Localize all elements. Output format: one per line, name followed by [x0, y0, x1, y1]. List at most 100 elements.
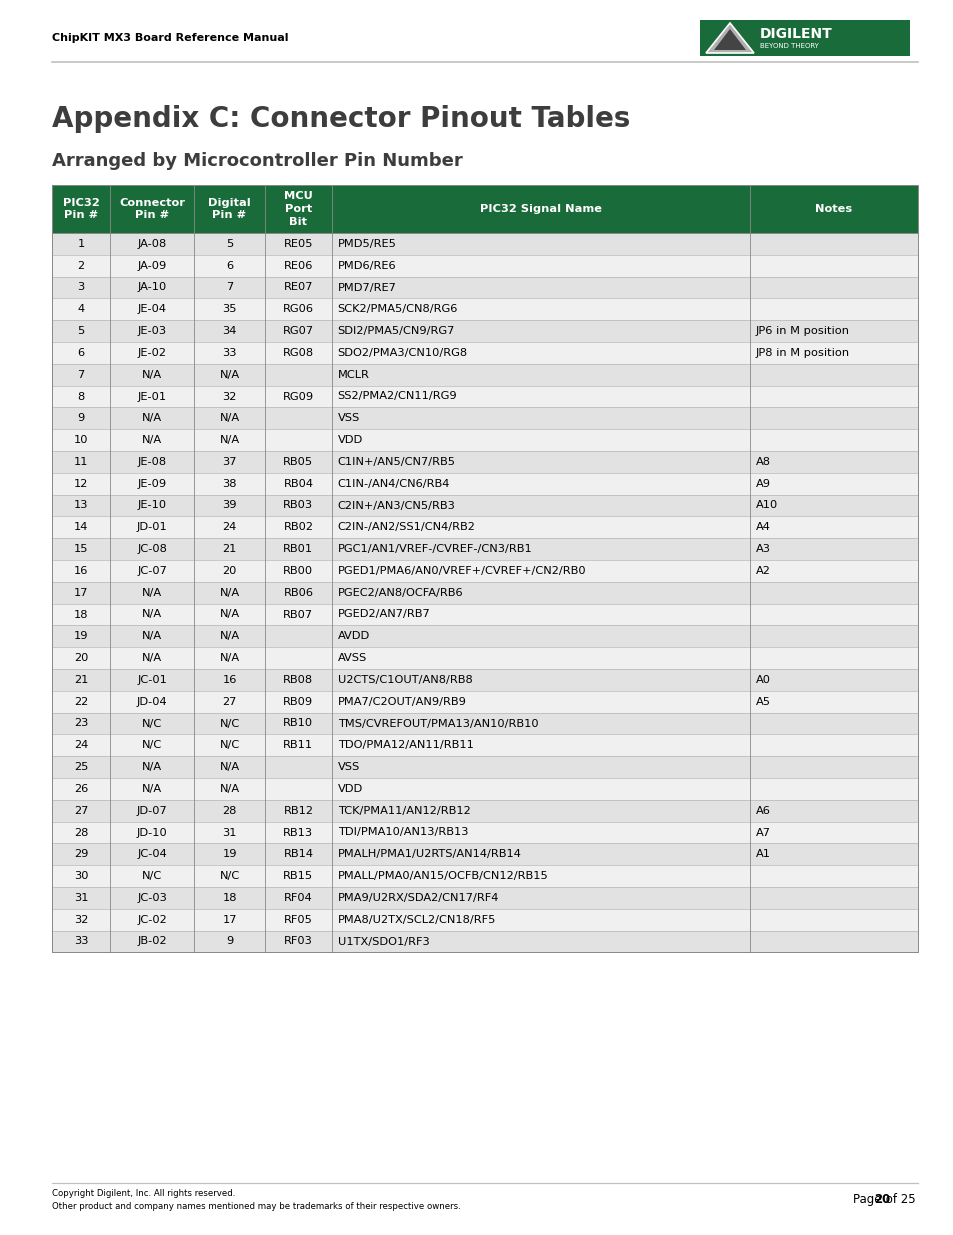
Text: 38: 38: [222, 479, 236, 489]
Text: RE07: RE07: [283, 283, 313, 293]
Text: RB10: RB10: [283, 719, 314, 729]
Text: A4: A4: [755, 522, 770, 532]
Bar: [700, 20, 909, 56]
Text: 16: 16: [73, 566, 88, 576]
Text: Digital
Pin #: Digital Pin #: [208, 198, 251, 220]
Text: PGED1/PMA6/AN0/VREF+/CVREF+/CN2/RB0: PGED1/PMA6/AN0/VREF+/CVREF+/CN2/RB0: [337, 566, 586, 576]
Text: RF05: RF05: [284, 915, 313, 925]
Text: 28: 28: [73, 827, 88, 837]
Text: N/A: N/A: [142, 784, 162, 794]
Text: 11: 11: [73, 457, 89, 467]
Text: 20: 20: [73, 653, 88, 663]
Text: N/A: N/A: [142, 610, 162, 620]
Text: 20: 20: [873, 1193, 889, 1207]
Text: PMD7/RE7: PMD7/RE7: [337, 283, 396, 293]
Bar: [52, 473, 917, 494]
Text: TDO/PMA12/AN11/RB11: TDO/PMA12/AN11/RB11: [337, 740, 473, 751]
Text: JA-10: JA-10: [137, 283, 167, 293]
Text: 19: 19: [222, 850, 236, 860]
Text: RG07: RG07: [282, 326, 314, 336]
Text: N/A: N/A: [142, 414, 162, 424]
Text: PIC32
Pin #: PIC32 Pin #: [63, 198, 99, 220]
Text: 21: 21: [222, 545, 236, 555]
Text: RB05: RB05: [283, 457, 314, 467]
Text: PMALH/PMA1/U2RTS/AN14/RB14: PMALH/PMA1/U2RTS/AN14/RB14: [337, 850, 521, 860]
Text: JE-03: JE-03: [137, 326, 167, 336]
Text: 9: 9: [226, 936, 233, 946]
Text: PMD5/RE5: PMD5/RE5: [337, 238, 396, 249]
Bar: [52, 931, 917, 952]
Text: PMALL/PMA0/AN15/OCFB/CN12/RB15: PMALL/PMA0/AN15/OCFB/CN12/RB15: [337, 871, 548, 881]
Text: 17: 17: [222, 915, 236, 925]
Text: RG08: RG08: [282, 348, 314, 358]
Text: RB13: RB13: [283, 827, 314, 837]
Text: SDO2/PMA3/CN10/RG8: SDO2/PMA3/CN10/RG8: [337, 348, 467, 358]
Text: A6: A6: [755, 805, 770, 815]
Text: JE-02: JE-02: [137, 348, 167, 358]
Text: N/C: N/C: [142, 740, 162, 751]
Bar: [52, 735, 917, 756]
Text: RE05: RE05: [283, 238, 313, 249]
Bar: [52, 538, 917, 559]
Text: JP6 in M position: JP6 in M position: [755, 326, 849, 336]
Bar: [52, 800, 917, 821]
Text: JC-08: JC-08: [137, 545, 167, 555]
Text: N/C: N/C: [219, 740, 239, 751]
Text: JA-09: JA-09: [137, 261, 167, 270]
Text: 23: 23: [73, 719, 88, 729]
Bar: [52, 604, 917, 625]
Bar: [52, 647, 917, 669]
Text: 13: 13: [73, 500, 89, 510]
Text: RB02: RB02: [283, 522, 313, 532]
Text: PMA8/U2TX/SCL2/CN18/RF5: PMA8/U2TX/SCL2/CN18/RF5: [337, 915, 496, 925]
Text: U2CTS/C1OUT/AN8/RB8: U2CTS/C1OUT/AN8/RB8: [337, 674, 472, 685]
Text: 12: 12: [73, 479, 88, 489]
Text: 8: 8: [77, 391, 85, 401]
Text: N/A: N/A: [219, 653, 239, 663]
Text: 15: 15: [73, 545, 89, 555]
Text: JE-08: JE-08: [137, 457, 167, 467]
Text: N/C: N/C: [219, 719, 239, 729]
Text: 6: 6: [77, 348, 85, 358]
Bar: [52, 669, 917, 690]
Text: PGEC2/AN8/OCFA/RB6: PGEC2/AN8/OCFA/RB6: [337, 588, 463, 598]
Text: A10: A10: [755, 500, 778, 510]
Bar: [52, 756, 917, 778]
Text: 20: 20: [222, 566, 236, 576]
Text: JE-01: JE-01: [137, 391, 167, 401]
Text: 17: 17: [73, 588, 89, 598]
Text: MCLR: MCLR: [337, 369, 369, 379]
Text: 28: 28: [222, 805, 236, 815]
Text: of 25: of 25: [882, 1193, 915, 1207]
Text: RB12: RB12: [283, 805, 313, 815]
Text: 32: 32: [73, 915, 88, 925]
Text: 16: 16: [222, 674, 236, 685]
Text: N/A: N/A: [219, 631, 239, 641]
Bar: [52, 625, 917, 647]
Bar: [52, 408, 917, 430]
Text: JC-02: JC-02: [137, 915, 167, 925]
Bar: [52, 844, 917, 866]
Bar: [52, 516, 917, 538]
Text: C2IN-/AN2/SS1/CN4/RB2: C2IN-/AN2/SS1/CN4/RB2: [337, 522, 476, 532]
Text: C2IN+/AN3/CN5/RB3: C2IN+/AN3/CN5/RB3: [337, 500, 456, 510]
Text: N/C: N/C: [142, 871, 162, 881]
Text: 33: 33: [222, 348, 236, 358]
Text: Appendix C: Connector Pinout Tables: Appendix C: Connector Pinout Tables: [52, 105, 630, 133]
Text: JD-01: JD-01: [136, 522, 167, 532]
Text: N/A: N/A: [142, 435, 162, 445]
Text: N/A: N/A: [142, 653, 162, 663]
Bar: [52, 494, 917, 516]
Text: SDI2/PMA5/CN9/RG7: SDI2/PMA5/CN9/RG7: [337, 326, 455, 336]
Text: 2: 2: [77, 261, 85, 270]
Text: 18: 18: [222, 893, 236, 903]
Text: ChipKIT MX3 Board Reference Manual: ChipKIT MX3 Board Reference Manual: [52, 33, 288, 43]
Text: 22: 22: [73, 697, 88, 706]
Bar: [52, 320, 917, 342]
Text: U1TX/SDO1/RF3: U1TX/SDO1/RF3: [337, 936, 429, 946]
Bar: [52, 342, 917, 364]
Text: PMA9/U2RX/SDA2/CN17/RF4: PMA9/U2RX/SDA2/CN17/RF4: [337, 893, 498, 903]
Text: A7: A7: [755, 827, 770, 837]
Text: JE-10: JE-10: [137, 500, 167, 510]
Text: Notes: Notes: [815, 204, 852, 214]
